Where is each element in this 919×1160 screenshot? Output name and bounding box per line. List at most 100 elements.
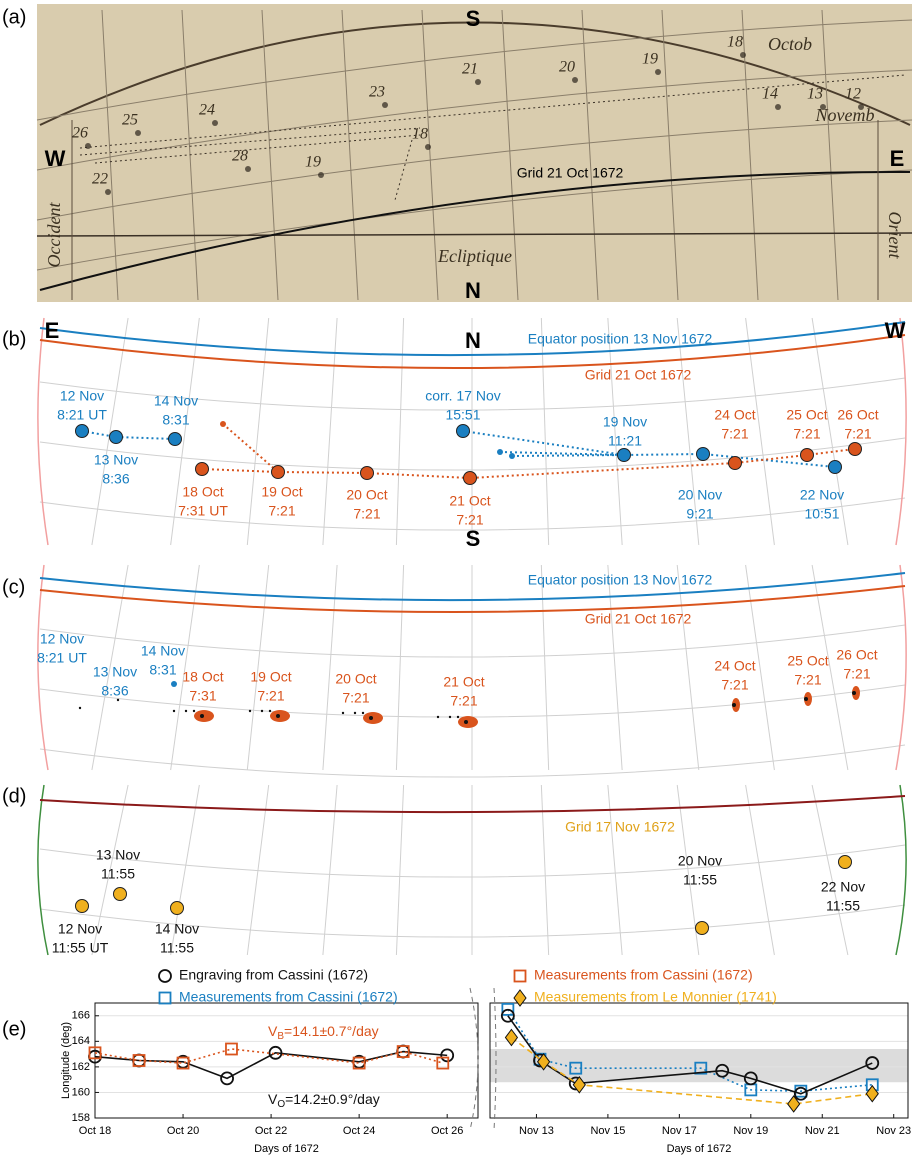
point-label: 10:51 [804,506,839,522]
point-label: 20 Nov [678,853,722,869]
legend-label: Measurements from Cassini (1672) [534,967,753,983]
point-label: 18 Oct [182,669,223,685]
sky-grid-line [540,317,550,546]
point-label: 12 Nov [40,631,84,647]
sky-grid-line [91,784,129,956]
x-tick-label: Nov 17 [662,1125,697,1137]
marker [569,1061,583,1075]
point-label: 20 Nov [678,487,722,503]
handwritten-date: 19 [305,154,321,171]
compass-label: N [465,278,481,303]
comet-position [360,466,374,480]
sky-grid-line [170,564,200,771]
handwritten-label: Ecliptique [437,246,512,266]
arc-label: Grid 21 Oct 1672 [585,367,692,383]
comet-position [828,460,842,474]
point-label: 18 Oct [182,484,223,500]
point-label: 7:21 [843,666,870,682]
point-label: 8:31 [149,662,176,678]
marker [440,1048,455,1063]
point-label: 7:21 [268,503,295,519]
comet-core [369,716,373,720]
sky-grid-line [170,317,200,546]
sky-grid-line [745,564,775,771]
sky-grid-line [676,564,700,771]
point-label: 7:21 [721,677,748,693]
reference-arc [39,321,906,357]
handwritten-label: Novemb [815,105,875,125]
point-label: 25 Oct [786,407,827,423]
point-label: 21 Oct [443,674,484,690]
track-line [79,74,906,149]
sky-edge [37,317,49,546]
handwritten-date: 26 [72,125,88,142]
sky-grid-line [91,317,129,546]
point-label: 11:55 UT [52,940,109,956]
comet-speck [184,709,188,713]
point-label: 7:21 [257,688,284,704]
point-label: 19 Oct [250,669,291,685]
arc-label: Equator position 13 Nov 1672 [528,572,713,588]
plot-frame [489,1002,909,1119]
handwritten-date: 12 [845,86,861,103]
comet-dot [220,421,226,427]
point-label: 14 Nov [154,393,198,409]
comet-speck [268,709,272,713]
panel-tag: (a) [2,6,26,28]
sky-grid-line [322,784,338,956]
comet-position [695,921,709,935]
marker [220,1071,234,1086]
comet-spot [135,130,141,136]
sky-grid-line [676,317,700,546]
point-label: 19 Oct [261,484,302,500]
marker [500,1008,515,1023]
comet-core [852,691,856,695]
point-label: 26 Oct [837,407,878,423]
handwritten-date: 28 [232,148,248,165]
reference-arc [39,795,906,814]
series-line [507,1008,873,1092]
point-label: 24 Oct [714,407,755,423]
sky-grid-line [91,564,129,771]
point-label: 8:31 [162,412,189,428]
engraving-grid-line [421,9,439,301]
comet-speck [436,715,440,719]
comet-spot [212,120,218,126]
comet-dot [497,449,503,455]
marker [396,1045,410,1058]
comet-core [464,720,468,724]
handwritten-date: 13 [807,86,823,103]
engraving-grid-line [36,69,913,171]
marker [132,1054,146,1067]
panel-tag: (e) [2,1018,26,1040]
marker [787,1095,801,1113]
sky-edge [895,784,907,956]
point-label: 21 Oct [449,493,490,509]
sky-grid-line [607,564,623,771]
comet-position [800,448,814,462]
sky-grid-line [811,784,849,956]
sky-grid-line [246,317,270,546]
panel-tag: (c) [2,576,25,598]
engraving-grid-line [341,9,359,301]
engraving-grid-line [36,19,913,121]
sky-grid-line [39,744,906,778]
arc-label: Grid 17 Nov 1672 [565,819,675,835]
velocity-annotation: VB=14.1±0.7°/day [268,1023,379,1042]
point-label: 7:21 [793,426,820,442]
comet-speck [171,681,177,687]
x-tick-label: Nov 13 [519,1125,554,1137]
point-label: 7:21 [353,506,380,522]
comet-spot [245,166,251,172]
point-label: 11:55 [160,940,194,956]
comet-position [848,442,862,456]
sky-grid-line [607,784,623,956]
arc-label: Grid 21 Oct 1672 [585,611,692,627]
comet-position [109,430,123,444]
comet-position [113,887,127,901]
sky-grid-line [745,784,775,956]
comet-core [276,714,280,718]
comet-spot [572,77,578,83]
engraving-grid-line [101,9,119,301]
annotation-value: =14.1±0.7°/day [284,1023,379,1039]
